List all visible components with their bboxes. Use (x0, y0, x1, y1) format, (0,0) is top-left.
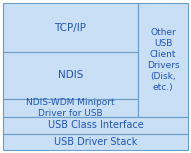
Bar (3, 3, 138, 52)
Text: USB Driver Stack: USB Driver Stack (54, 137, 137, 147)
Text: Other
USB
Client
Drivers
(Disk,
etc.): Other USB Client Drivers (Disk, etc.) (147, 28, 179, 92)
Text: NDIS: NDIS (58, 71, 83, 80)
Text: USB Class Interface: USB Class Interface (48, 121, 143, 131)
Bar (3, 134, 188, 150)
Bar (138, 3, 188, 117)
Bar (3, 52, 138, 99)
Bar (3, 99, 138, 117)
Bar (3, 117, 188, 134)
Text: TCP/IP: TCP/IP (54, 22, 87, 32)
Text: NDIS-WDM Miniport
Driver for USB: NDIS-WDM Miniport Driver for USB (26, 98, 115, 118)
